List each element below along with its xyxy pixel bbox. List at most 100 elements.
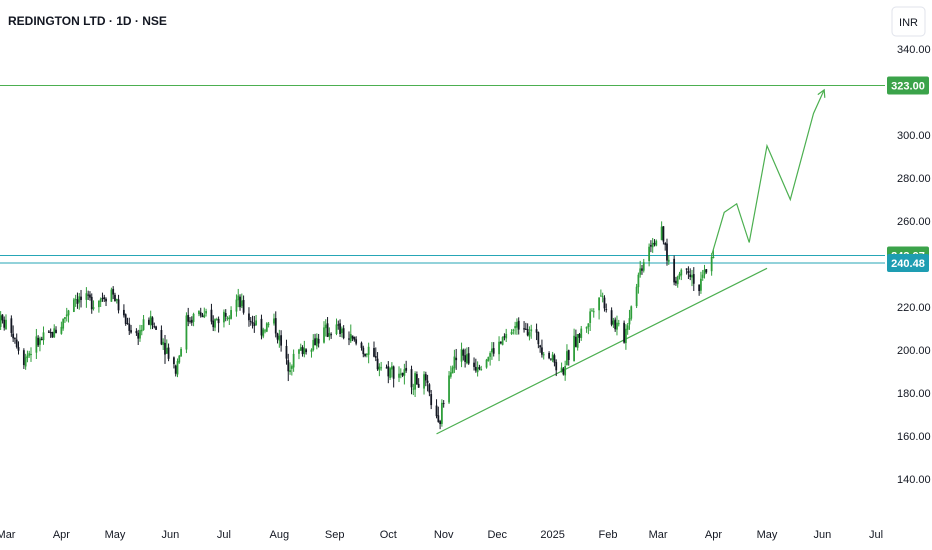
candle-189 bbox=[467, 347, 470, 365]
candle-body bbox=[224, 313, 227, 317]
candle-128 bbox=[315, 333, 318, 350]
candle-187 bbox=[464, 348, 467, 368]
candle-65 bbox=[160, 325, 163, 346]
candle-186 bbox=[462, 348, 465, 361]
candle-body bbox=[365, 354, 368, 356]
candle-74 bbox=[180, 347, 182, 357]
candle-39 bbox=[92, 300, 95, 311]
candle-20 bbox=[47, 330, 50, 333]
candle-body bbox=[549, 358, 552, 360]
candle-205 bbox=[510, 329, 513, 335]
candle-body bbox=[49, 332, 52, 334]
candle-body bbox=[587, 323, 590, 328]
candle-169 bbox=[417, 378, 420, 388]
candle-81 bbox=[199, 307, 202, 318]
candle-140 bbox=[348, 331, 350, 346]
candle-275 bbox=[685, 268, 688, 275]
candle-body bbox=[240, 300, 243, 307]
candle-41 bbox=[99, 297, 102, 307]
candle-127 bbox=[314, 333, 316, 346]
candle-152 bbox=[376, 352, 379, 371]
x-tick-label-13: Apr bbox=[705, 529, 722, 541]
candle-body bbox=[22, 350, 25, 366]
candle-body bbox=[35, 336, 38, 353]
candle-55 bbox=[135, 328, 138, 336]
price-axis[interactable]: 140.00 160.00 180.00 200.00 220.00 260.00 280.… bbox=[897, 44, 931, 486]
candle-body bbox=[514, 326, 517, 329]
candle-97 bbox=[239, 294, 241, 311]
candle-272 bbox=[676, 275, 679, 288]
candle-120 bbox=[298, 348, 300, 360]
x-tick-label-10: 2025 bbox=[540, 529, 564, 541]
candle-51 bbox=[124, 313, 127, 326]
candle-184 bbox=[455, 348, 458, 370]
candle-75 bbox=[185, 312, 188, 354]
candle-body bbox=[616, 322, 618, 330]
candle-7 bbox=[14, 337, 16, 344]
candle-body bbox=[399, 373, 402, 375]
candle-266 bbox=[662, 226, 665, 245]
x-tick-label-16: Jul bbox=[869, 529, 883, 541]
candle-body bbox=[628, 318, 631, 325]
candle-23 bbox=[53, 324, 56, 338]
candle-body bbox=[235, 299, 238, 312]
candle-body bbox=[487, 356, 490, 361]
candle-body bbox=[139, 330, 141, 339]
candle-body bbox=[199, 312, 202, 316]
candle-body bbox=[675, 280, 677, 284]
candle-115 bbox=[285, 339, 288, 365]
y-tick-label-8: 340.00 bbox=[897, 44, 931, 56]
candle-112 bbox=[276, 332, 279, 344]
candle-body bbox=[610, 310, 613, 325]
trendline bbox=[436, 267, 768, 435]
candle-body bbox=[90, 296, 93, 310]
candle-139 bbox=[342, 325, 345, 340]
candle-body bbox=[485, 359, 488, 368]
x-tick-label-14: May bbox=[757, 529, 778, 541]
candle-body bbox=[535, 329, 538, 333]
candle-13 bbox=[28, 350, 31, 358]
candle-body bbox=[301, 346, 304, 355]
candle-202 bbox=[501, 336, 504, 346]
candle-body bbox=[89, 294, 91, 298]
candle-body bbox=[80, 296, 82, 300]
candle-248 bbox=[616, 315, 618, 336]
candle-body bbox=[573, 335, 575, 362]
candle-262 bbox=[651, 237, 654, 253]
candle-8 bbox=[15, 333, 18, 349]
candle-body bbox=[280, 335, 283, 346]
candle-body bbox=[260, 318, 263, 336]
candle-149 bbox=[367, 342, 370, 364]
candle-body bbox=[149, 316, 152, 326]
time-axis[interactable]: Mar Apr May Jun Jul Aug Sep Oct Nov Dec 2025 Feb Mar… bbox=[0, 529, 883, 541]
candle-154 bbox=[380, 361, 383, 371]
candle-body bbox=[553, 355, 556, 363]
candle-body bbox=[523, 328, 525, 330]
y-tick-label-2: 180.00 bbox=[897, 388, 931, 400]
projection-arrowhead bbox=[817, 88, 826, 98]
candle-body bbox=[637, 274, 640, 288]
candle-258 bbox=[641, 264, 643, 275]
candle-body bbox=[601, 296, 604, 298]
candle-body bbox=[510, 331, 513, 335]
candle-body bbox=[367, 346, 370, 355]
candle-123 bbox=[303, 340, 306, 358]
candle-144 bbox=[355, 336, 358, 346]
candle-body bbox=[526, 329, 529, 336]
candle-157 bbox=[389, 367, 391, 380]
candle-body bbox=[324, 324, 327, 329]
candle-165 bbox=[410, 365, 413, 395]
candle-142 bbox=[351, 335, 354, 342]
currency-button[interactable]: INR bbox=[891, 6, 926, 37]
candle-body bbox=[151, 317, 154, 326]
candle-body bbox=[676, 276, 679, 285]
candle-body bbox=[524, 328, 527, 330]
candle-198 bbox=[491, 342, 493, 360]
candle-body bbox=[180, 348, 182, 357]
candle-45 bbox=[110, 287, 113, 302]
candle-211 bbox=[524, 322, 527, 330]
candle-105 bbox=[260, 314, 263, 340]
candle-251 bbox=[624, 324, 627, 350]
